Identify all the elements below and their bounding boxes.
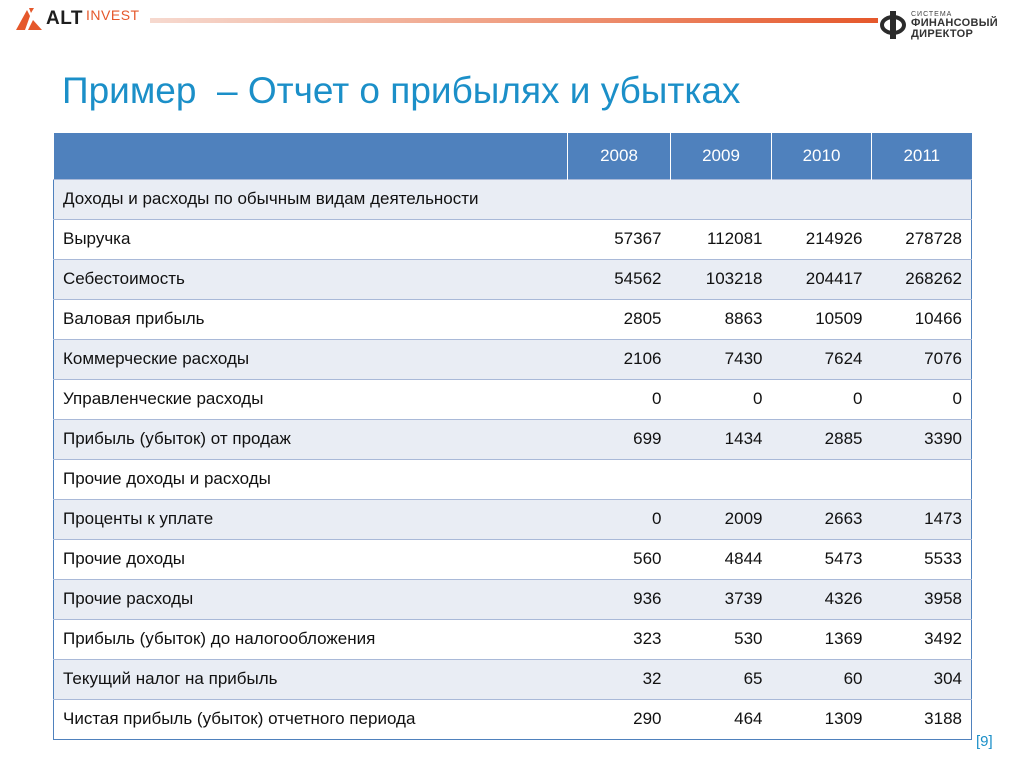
header-cell-label	[54, 133, 568, 179]
page-title: Пример – Отчет о прибылях и убытках	[62, 70, 741, 111]
value-cell: 936	[633, 589, 662, 608]
table-row: Коммерческие расходы 2106 7430 7624 7076	[53, 339, 972, 379]
value-cell: 2805	[623, 309, 662, 328]
value-cell: 103218	[705, 269, 763, 288]
value-cell: 7076	[924, 349, 962, 368]
header-cell-year: 2008	[567, 133, 671, 179]
value-cell: 0	[652, 389, 662, 408]
value-cell: 278728	[905, 229, 962, 248]
logo-line-system: СИСТЕМА	[911, 10, 953, 18]
table-row: Выручка 57367 112081 214926 278728	[53, 219, 972, 259]
value-cell: 3958	[924, 589, 962, 608]
value-cell: 32	[642, 669, 662, 688]
value-cell: 1309	[824, 709, 863, 728]
row-label: Прочие расходы	[63, 589, 194, 608]
phi-logo-icon	[880, 11, 906, 39]
table-row: Проценты к уплате 0 2009 2663 1473	[53, 499, 972, 539]
value-cell: 214926	[805, 229, 863, 248]
value-cell: 3188	[924, 709, 962, 728]
header-cell-year: 2010	[771, 133, 872, 179]
value-cell: 3390	[924, 429, 962, 448]
row-label: Чистая прибыль (убыток) отчетного период…	[63, 709, 416, 728]
profit-loss-table: 2008 2009 2010 2011 Доходы и расходы по …	[53, 133, 972, 740]
value-cell: 0	[753, 389, 763, 408]
value-cell: 7624	[824, 349, 863, 368]
value-cell: 0	[853, 389, 863, 408]
value-cell: 530	[734, 629, 763, 648]
value-cell: 1434	[724, 429, 763, 448]
header-accent-line	[150, 18, 878, 23]
value-cell: 57367	[614, 229, 662, 248]
table-row: Себестоимость 54562 103218 204417 268262	[53, 259, 972, 299]
row-label: Прибыль (убыток) от продаж	[63, 429, 291, 448]
value-cell: 54562	[614, 269, 662, 288]
row-label: Текущий налог на прибыль	[63, 669, 278, 688]
logo-text-invest: INVEST	[86, 7, 140, 23]
value-cell: 0	[952, 389, 962, 408]
row-label: Валовая прибыль	[63, 309, 205, 328]
finance-director-logo: СИСТЕМА ФИНАНСОВЫЙ ДИРЕКТОР	[880, 10, 998, 40]
header-cell-year: 2009	[670, 133, 772, 179]
table-row: Чистая прибыль (убыток) отчетного период…	[53, 699, 972, 739]
value-cell: 2009	[724, 509, 763, 528]
value-cell: 60	[843, 669, 863, 688]
row-label: Управленческие расходы	[63, 389, 264, 408]
value-cell: 10466	[914, 309, 962, 328]
value-cell: 2885	[824, 429, 863, 448]
table-row: Валовая прибыль 2805 8863 10509 10466	[53, 299, 972, 339]
value-cell: 290	[633, 709, 662, 728]
table-row: Прибыль (убыток) до налогообложения 323 53…	[53, 619, 972, 659]
value-cell: 10509	[815, 309, 863, 328]
value-cell: 268262	[905, 269, 962, 288]
table-row: Текущий налог на прибыль 32 65 60 304	[53, 659, 972, 699]
value-cell: 1473	[924, 509, 962, 528]
value-cell: 4326	[824, 589, 863, 608]
table-header-row: 2008 2009 2010 2011	[53, 133, 972, 179]
section-label: Прочие доходы и расходы	[63, 469, 271, 488]
reference-number: [9]	[976, 733, 993, 750]
value-cell: 3739	[724, 589, 763, 608]
value-cell: 323	[633, 629, 662, 648]
section-label: Доходы и расходы по обычным видам деятел…	[63, 189, 479, 208]
row-label: Проценты к уплате	[63, 509, 214, 528]
logo-text-alt: ALT	[46, 8, 84, 29]
table-row: Прочие расходы 936 3739 4326 3958	[53, 579, 972, 619]
logo-line-financial: ФИНАНСОВЫЙ	[911, 16, 998, 29]
table-row: Управленческие расходы 0 0 0 0	[53, 379, 972, 419]
row-label: Выручка	[63, 229, 131, 248]
value-cell: 2663	[824, 509, 863, 528]
header-cell-year: 2011	[871, 133, 972, 179]
altinvest-logo-icon	[16, 8, 42, 30]
value-cell: 464	[734, 709, 763, 728]
altinvest-logo: ALT INVEST	[16, 7, 140, 30]
value-cell: 5533	[924, 549, 962, 568]
logo-line-director: ДИРЕКТОР	[911, 27, 974, 40]
table-row: Прочие доходы 560 4844 5473 5533	[53, 539, 972, 579]
value-cell: 1369	[824, 629, 863, 648]
value-cell: 3492	[924, 629, 962, 648]
row-label: Прочие доходы	[63, 549, 185, 568]
value-cell: 65	[743, 669, 763, 688]
value-cell: 7430	[724, 349, 763, 368]
value-cell: 112081	[707, 229, 763, 248]
value-cell: 0	[652, 509, 662, 528]
value-cell: 4844	[724, 549, 763, 568]
value-cell: 699	[633, 429, 662, 448]
value-cell: 304	[933, 669, 962, 688]
row-label: Себестоимость	[63, 269, 185, 288]
row-label: Коммерческие расходы	[63, 349, 250, 368]
value-cell: 560	[633, 549, 662, 568]
table-row: Прибыль (убыток) от продаж 699 1434 2885 339…	[53, 419, 972, 459]
row-label: Прибыль (убыток) до налогообложения	[63, 629, 376, 648]
table-section-row: Прочие доходы и расходы	[53, 459, 972, 499]
value-cell: 5473	[824, 549, 863, 568]
value-cell: 8863	[724, 309, 763, 328]
table-section-row: Доходы и расходы по обычным видам деятел…	[53, 179, 972, 219]
value-cell: 2106	[623, 349, 662, 368]
value-cell: 204417	[805, 269, 863, 288]
